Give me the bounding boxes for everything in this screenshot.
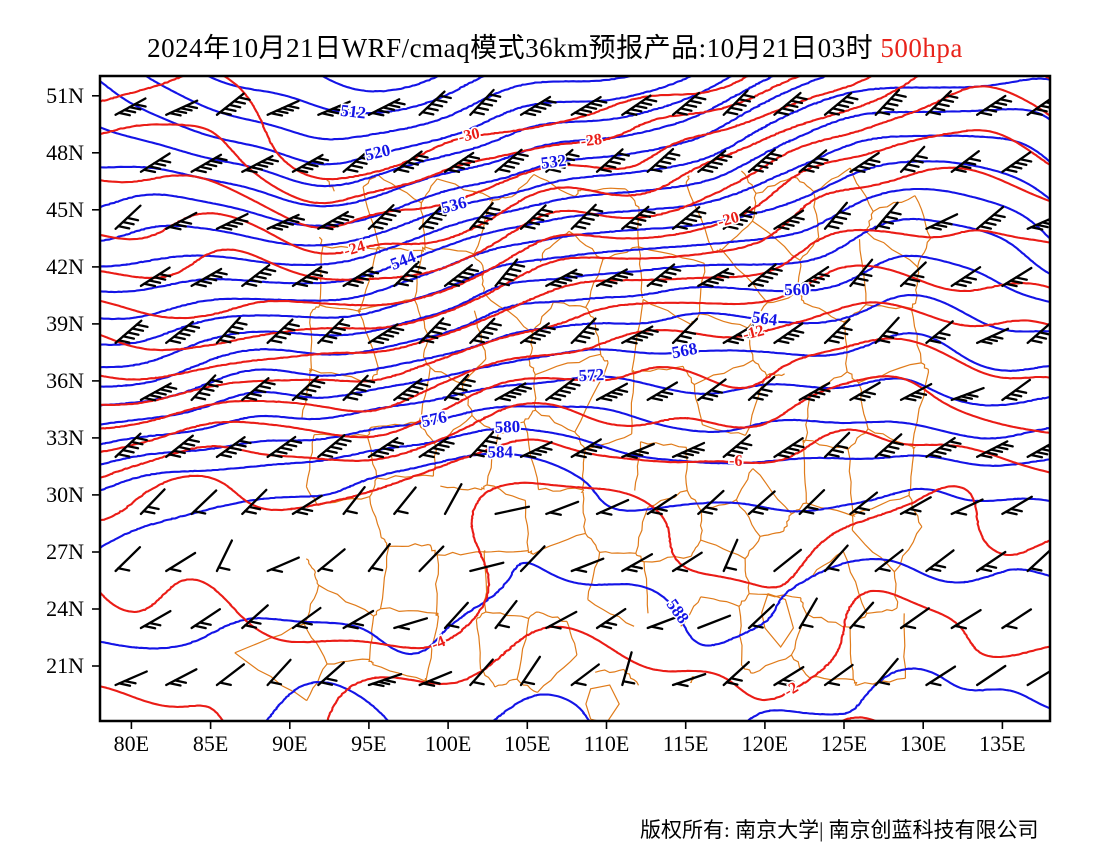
svg-text:120E: 120E [742,731,788,756]
svg-text:90E: 90E [272,731,307,756]
svg-text:580: 580 [494,417,520,437]
svg-text:572: 572 [578,365,604,385]
svg-text:33N: 33N [46,425,84,450]
svg-text:24N: 24N [46,596,84,621]
svg-text:95E: 95E [351,731,386,756]
svg-text:576: 576 [420,407,449,431]
svg-text:36N: 36N [46,368,84,393]
svg-text:39N: 39N [46,311,84,336]
svg-text:536: 536 [439,193,468,218]
svg-text:584: 584 [488,442,514,461]
svg-text:532: 532 [540,151,568,173]
svg-text:48N: 48N [46,140,84,165]
svg-text:42N: 42N [46,254,84,279]
svg-text:100E: 100E [425,731,471,756]
svg-text:80E: 80E [114,731,149,756]
svg-text:85E: 85E [193,731,228,756]
svg-text:568: 568 [670,339,699,362]
svg-text:560: 560 [784,280,810,299]
svg-text:-30: -30 [457,125,482,146]
svg-text:30N: 30N [46,482,84,507]
svg-text:-6: -6 [729,453,743,470]
svg-text:27N: 27N [46,539,84,564]
svg-text:21N: 21N [46,653,84,678]
svg-text:115E: 115E [663,731,709,756]
svg-text:-2: -2 [781,679,801,700]
svg-text:135E: 135E [979,731,1025,756]
svg-text:125E: 125E [821,731,867,756]
svg-text:110E: 110E [584,731,630,756]
svg-text:45N: 45N [46,197,84,222]
svg-text:-28: -28 [580,131,603,150]
svg-text:-12: -12 [741,322,766,344]
svg-text:512: 512 [339,101,367,123]
svg-text:105E: 105E [504,731,550,756]
svg-text:130E: 130E [900,731,946,756]
svg-text:51N: 51N [46,83,84,108]
svg-text:520: 520 [363,140,392,164]
